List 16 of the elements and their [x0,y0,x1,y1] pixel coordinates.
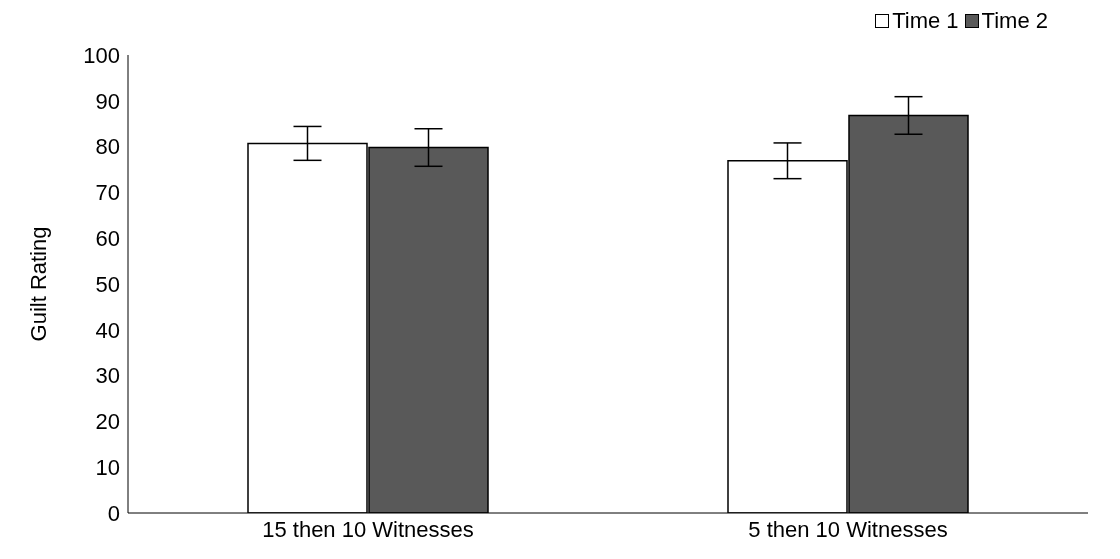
x-tick-label: 5 then 10 Witnesses [748,516,948,542]
y-axis-title: Guilt Rating [25,226,51,342]
y-tick-label: 30 [95,363,120,389]
y-tick-label: 40 [95,317,120,343]
y-tick-label: 10 [95,455,120,481]
y-tick-label: 100 [83,42,120,68]
y-tick-label: 20 [95,409,120,435]
y-tick-label: 80 [95,134,120,160]
y-tick-label: 0 [107,500,120,526]
legend-label: Time 2 [980,8,1048,34]
y-tick-label: 60 [95,226,120,252]
y-tick-label: 90 [95,88,120,114]
legend-label: Time 1 [891,8,959,34]
y-tick-label: 50 [95,271,120,297]
x-tick-label: 15 then 10 Witnesses [262,516,474,542]
y-tick-label: 70 [95,180,120,206]
